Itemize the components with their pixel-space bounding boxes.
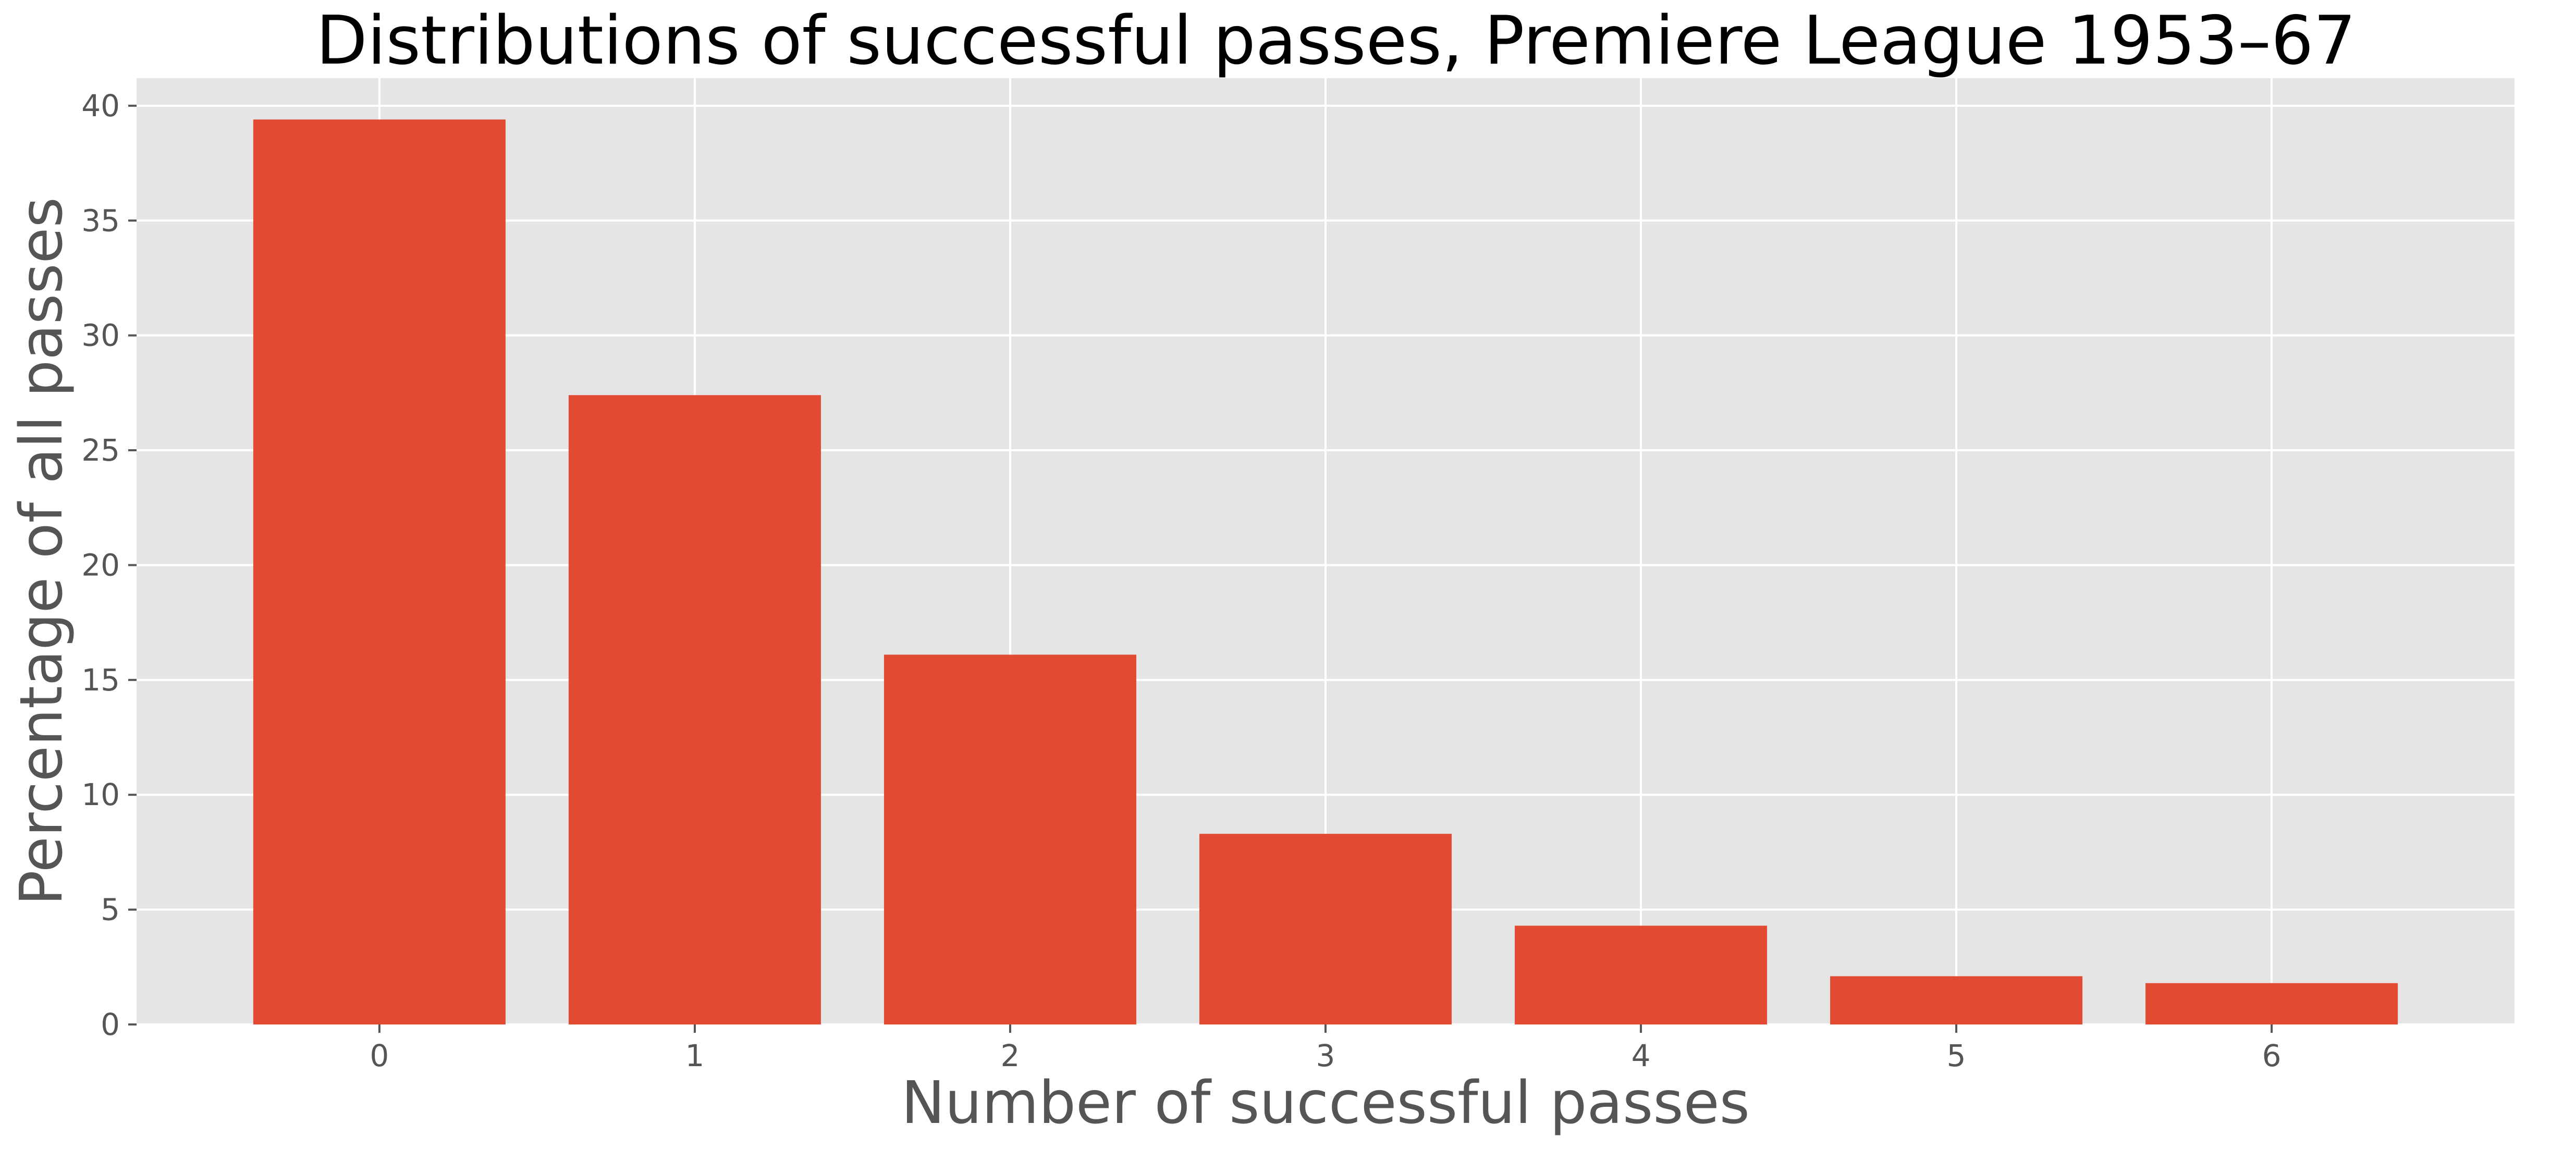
y-tick-label: 40: [81, 88, 120, 123]
bar-6: [2145, 983, 2398, 1024]
y-tick-label: 0: [101, 1007, 120, 1042]
bar-2: [884, 654, 1136, 1024]
bar-3: [1199, 834, 1452, 1024]
y-tick-label: 20: [81, 547, 120, 583]
y-tick-label: 35: [81, 203, 120, 238]
y-tick-label: 15: [81, 662, 120, 698]
y-tick-label: 30: [81, 318, 120, 353]
y-tick-label: 5: [101, 892, 120, 928]
x-tick-label: 5: [1947, 1038, 1966, 1073]
x-tick-label: 4: [1632, 1038, 1651, 1073]
x-axis-ticks: 0 1 2 3 4 5 6: [370, 1024, 2281, 1073]
bars: [253, 119, 2398, 1024]
bar-1: [568, 395, 821, 1024]
x-tick-label: 3: [1316, 1038, 1335, 1073]
bar-0: [253, 119, 506, 1024]
bar-5: [1830, 976, 2083, 1024]
y-tick-label: 10: [81, 777, 120, 812]
x-axis-label: Number of successful passes: [901, 1069, 1750, 1137]
y-tick-label: 25: [81, 433, 120, 468]
chart-title: Distributions of successful passes, Prem…: [316, 2, 2356, 80]
x-tick-label: 2: [1001, 1038, 1020, 1073]
x-tick-label: 1: [685, 1038, 704, 1073]
y-axis-ticks: 0 5 10 15 20 25 30 35 40: [81, 88, 137, 1042]
x-tick-label: 0: [370, 1038, 389, 1073]
x-tick-label: 6: [2262, 1038, 2281, 1073]
bar-4: [1515, 925, 1768, 1024]
y-axis-label: Percentage of all passes: [8, 197, 76, 905]
